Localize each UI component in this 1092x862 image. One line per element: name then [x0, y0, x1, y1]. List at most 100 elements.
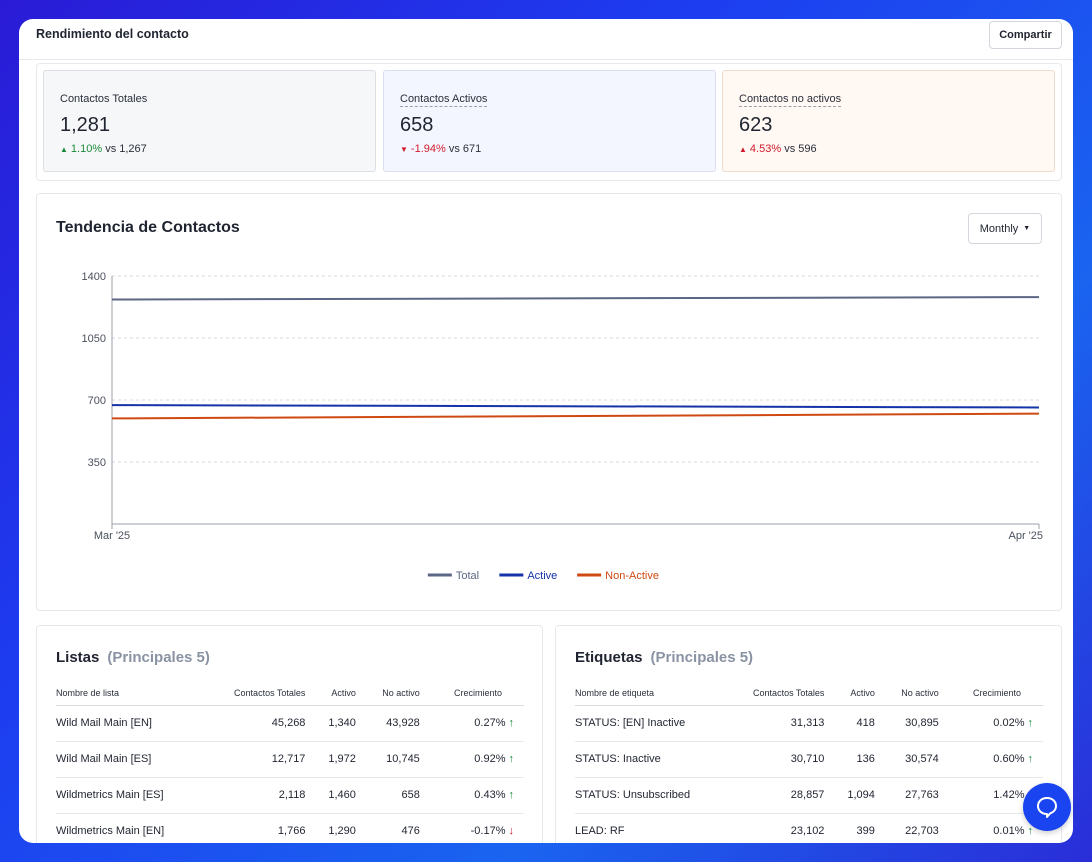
row-total: 45,268 — [206, 705, 316, 742]
growth-value: -0.17% — [470, 825, 506, 837]
y-tick-label: 1400 — [82, 271, 106, 283]
arrow-up-icon: ↑ — [1027, 753, 1034, 765]
kpi-card-active: Contactos Activos 658 ▼ -1.94% vs 671 — [383, 70, 716, 172]
kpi-comparison: vs 1,267 — [105, 143, 147, 155]
chat-support-icon — [1037, 797, 1057, 818]
kpi-delta: ▲ 1.10% vs 1,267 — [60, 143, 359, 155]
row-growth: 0.92% ↑ — [429, 741, 524, 778]
arrow-up-icon: ↑ — [508, 717, 515, 729]
growth-value: 0.92% — [474, 753, 506, 765]
table-header-row: Nombre de lista Contactos Totales Activo… — [56, 682, 524, 706]
row-total: 1,766 — [206, 813, 316, 843]
kpi-delta: ▲ 4.53% vs 596 — [739, 143, 1038, 155]
table-row[interactable]: STATUS: [EN] Inactive 31,313 418 30,895 0.02… — [575, 705, 1043, 742]
row-active: 136 — [834, 741, 885, 778]
trend-card: Tendencia de Contactos Monthly ▼ 350 700 1… — [36, 193, 1062, 611]
row-active: 399 — [834, 813, 885, 843]
table-row[interactable]: LEAD: RF 23,102 399 22,703 0.01% ↑ — [575, 813, 1043, 843]
y-tick-label: 350 — [88, 457, 106, 469]
tags-card: Etiquetas (Principales 5) Nombre de etiqu… — [555, 625, 1062, 843]
series-line-total — [111, 296, 1040, 301]
arrow-up-icon: ↑ — [1027, 717, 1034, 729]
row-inactive: 27,763 — [884, 777, 949, 814]
col-header[interactable]: Activo — [834, 682, 885, 706]
row-growth: 0.43% ↑ — [429, 777, 524, 814]
kpi-value: 658 — [400, 114, 434, 136]
kpi-value: 1,281 — [60, 114, 111, 136]
growth-value: 0.43% — [474, 789, 506, 801]
kpi-delta-percent: 1.10% — [70, 143, 103, 155]
table-header-row: Nombre de etiqueta Contactos Totales Act… — [575, 682, 1043, 706]
row-name: LEAD: RF — [575, 813, 725, 843]
kpi-delta: ▼ -1.94% vs 671 — [400, 143, 699, 155]
row-total: 30,710 — [725, 741, 835, 778]
share-button[interactable]: Compartir — [989, 21, 1062, 49]
table-row[interactable]: STATUS: Inactive 30,710 136 30,574 0.60% ↑ — [575, 741, 1043, 778]
row-active: 1,094 — [834, 777, 885, 814]
row-total: 31,313 — [725, 705, 835, 742]
row-name: Wild Mail Main [EN] — [56, 705, 206, 742]
y-tick-label: 700 — [88, 395, 106, 407]
growth-value: 0.60% — [993, 753, 1025, 765]
row-name: STATUS: Unsubscribed — [575, 777, 725, 814]
trend-chart: 350 700 1050 1400 Mar '25 Apr '25 Total Active N… — [82, 271, 1043, 582]
lists-subtitle: (Principales 5) — [107, 649, 210, 666]
chevron-down-icon: ▼ — [400, 145, 408, 154]
table-row[interactable]: Wildmetrics Main [ES] 2,118 1,460 658 0.43% ↑ — [56, 777, 524, 814]
chevron-up-icon: ▲ — [739, 145, 747, 154]
kpi-value: 623 — [739, 114, 773, 136]
period-select-value: Monthly — [979, 222, 1019, 235]
row-growth: 0.27% ↑ — [429, 705, 524, 742]
y-tick-label: 1050 — [82, 333, 106, 345]
legend-label: Active — [527, 570, 557, 582]
lists-table: Nombre de lista Contactos Totales Activo… — [56, 682, 524, 843]
lists-title: Listas (Principales 5) — [56, 649, 210, 666]
chart-title: Tendencia de Contactos — [56, 219, 240, 236]
growth-value: 1.42% — [993, 789, 1025, 801]
col-header[interactable]: Contactos Totales — [206, 682, 316, 706]
row-growth: 0.60% ↑ — [948, 741, 1043, 778]
table-row[interactable]: Wild Mail Main [ES] 12,717 1,972 10,745 0.92… — [56, 741, 524, 778]
help-chat-button[interactable] — [1023, 783, 1071, 831]
col-header[interactable]: Activo — [315, 682, 366, 706]
row-active: 418 — [834, 705, 885, 742]
row-active: 1,290 — [315, 813, 366, 843]
legend-label: Total — [456, 570, 479, 582]
row-name: Wildmetrics Main [EN] — [56, 813, 206, 843]
table-row[interactable]: Wildmetrics Main [EN] 1,766 1,290 476 -0.17%… — [56, 813, 524, 843]
arrow-up-icon: ↑ — [1027, 825, 1034, 837]
kpi-label[interactable]: Contactos Activos — [400, 93, 488, 107]
kpi-delta-percent: 4.53% — [749, 143, 782, 155]
page-title: Rendimiento del contacto — [36, 27, 189, 41]
arrow-up-icon: ↑ — [508, 753, 515, 765]
col-header[interactable]: No activo — [884, 682, 949, 706]
row-inactive: 22,703 — [884, 813, 949, 843]
col-header[interactable]: Nombre de etiqueta — [575, 682, 725, 706]
row-name: STATUS: [EN] Inactive — [575, 705, 725, 742]
tags-title: Etiquetas (Principales 5) — [575, 649, 753, 666]
kpi-label[interactable]: Contactos no activos — [739, 93, 842, 107]
col-header[interactable]: Crecimiento — [429, 682, 524, 706]
row-inactive: 476 — [365, 813, 430, 843]
row-inactive: 10,745 — [365, 741, 430, 778]
col-header[interactable]: Contactos Totales — [725, 682, 835, 706]
kpi-delta-percent: -1.94% — [410, 143, 446, 155]
top-bar: Rendimiento del contacto Compartir — [19, 19, 1073, 60]
row-active: 1,340 — [315, 705, 366, 742]
row-total: 28,857 — [725, 777, 835, 814]
chevron-up-icon: ▲ — [60, 145, 68, 154]
tags-table: Nombre de etiqueta Contactos Totales Act… — [575, 682, 1043, 843]
row-total: 12,717 — [206, 741, 316, 778]
col-header[interactable]: Nombre de lista — [56, 682, 206, 706]
table-row[interactable]: Wild Mail Main [EN] 45,268 1,340 43,928 0.27… — [56, 705, 524, 742]
table-row[interactable]: STATUS: Unsubscribed 28,857 1,094 27,763 1.4… — [575, 777, 1043, 814]
arrow-down-icon: ↓ — [508, 825, 515, 837]
kpi-comparison: vs 671 — [448, 143, 482, 155]
period-select[interactable]: Monthly ▼ — [968, 213, 1042, 244]
caret-down-icon: ▼ — [1023, 225, 1031, 232]
row-name: Wildmetrics Main [ES] — [56, 777, 206, 814]
row-total: 2,118 — [206, 777, 316, 814]
row-inactive: 658 — [365, 777, 430, 814]
col-header[interactable]: No activo — [365, 682, 430, 706]
col-header[interactable]: Crecimiento — [948, 682, 1043, 706]
